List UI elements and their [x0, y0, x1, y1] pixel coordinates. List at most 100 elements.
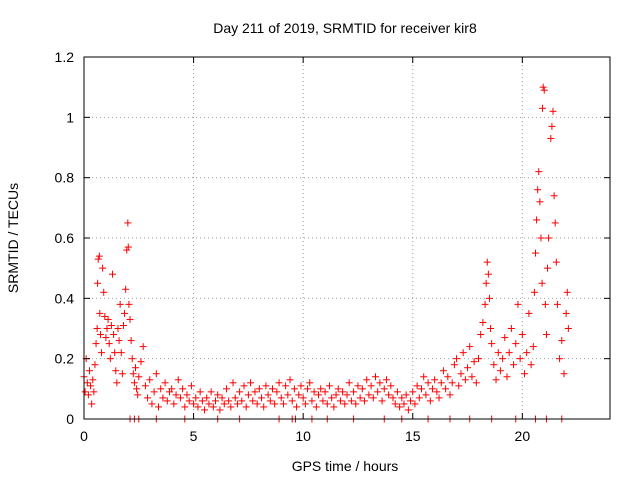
data-point — [126, 315, 134, 323]
data-point — [398, 394, 406, 402]
x-axis-label: GPS time / hours — [292, 458, 399, 474]
data-point — [356, 394, 364, 402]
data-point — [464, 364, 472, 372]
data-point — [453, 355, 461, 363]
data-point — [103, 325, 111, 332]
data-point — [275, 379, 283, 387]
data-point — [260, 403, 268, 411]
y-tick-label: 0.2 — [55, 351, 75, 367]
data-point — [105, 340, 113, 348]
data-point — [391, 400, 399, 408]
data-point — [547, 134, 555, 142]
data-point — [95, 252, 103, 260]
data-point — [187, 382, 195, 390]
data-point — [220, 400, 228, 408]
data-point — [549, 107, 557, 115]
data-point — [483, 258, 491, 266]
data-point — [124, 243, 132, 251]
data-point — [96, 309, 104, 317]
data-point — [295, 391, 303, 399]
data-point — [152, 370, 160, 378]
data-point — [194, 403, 202, 411]
data-point — [544, 264, 552, 272]
data-point — [90, 388, 98, 396]
data-point — [293, 403, 301, 411]
data-point — [93, 325, 101, 332]
data-point — [402, 391, 410, 399]
data-point — [490, 361, 498, 369]
data-point — [479, 318, 487, 326]
data-point — [207, 388, 215, 396]
data-point — [367, 382, 375, 390]
data-point — [439, 367, 447, 375]
data-point — [102, 334, 110, 342]
data-point — [328, 394, 336, 402]
data-point — [428, 385, 436, 393]
data-point — [347, 397, 355, 405]
data-point — [115, 337, 123, 345]
axis-ticks: 0 0.2 0.4 0.6 0.8 1 1.2 0 5 10 15 20 — [55, 49, 610, 444]
data-point — [113, 379, 121, 387]
y-tick-label: 1 — [66, 109, 74, 125]
data-point — [214, 391, 222, 399]
data-point — [201, 406, 209, 414]
data-point — [442, 385, 450, 393]
data-point — [114, 325, 122, 332]
data-point — [503, 373, 511, 381]
data-point — [96, 331, 104, 339]
data-point — [382, 376, 390, 384]
data-point — [450, 361, 458, 369]
data-point — [339, 388, 347, 396]
data-point — [231, 394, 239, 402]
data-point — [87, 382, 95, 390]
data-point — [539, 83, 547, 91]
data-point — [525, 309, 533, 317]
data-point — [334, 385, 342, 393]
data-point — [183, 391, 191, 399]
data-point — [516, 355, 524, 363]
data-point — [552, 258, 560, 266]
data-point — [510, 361, 518, 369]
data-point — [146, 376, 154, 384]
data-point — [185, 397, 193, 405]
data-point — [541, 300, 549, 308]
data-point — [111, 349, 119, 357]
data-point — [310, 388, 318, 396]
data-point — [297, 382, 305, 390]
data-point — [563, 288, 571, 296]
data-point — [271, 400, 279, 408]
data-point — [174, 376, 182, 384]
data-point — [233, 400, 241, 408]
data-point — [301, 400, 309, 408]
data-point — [157, 385, 165, 393]
data-point — [161, 379, 169, 387]
x-tick-label: 15 — [405, 428, 421, 444]
data-point — [477, 331, 485, 339]
data-point — [560, 370, 568, 378]
data-point — [484, 270, 492, 278]
data-point — [448, 379, 456, 387]
data-point — [315, 391, 323, 399]
data-point — [319, 397, 327, 405]
data-point — [457, 370, 465, 378]
data-point — [407, 397, 415, 405]
data-point — [190, 400, 198, 408]
data-point — [446, 391, 454, 399]
data-point — [550, 192, 558, 200]
data-point — [540, 86, 548, 94]
data-point — [253, 400, 261, 408]
data-point — [514, 300, 522, 308]
data-point — [240, 382, 248, 390]
data-point — [455, 382, 463, 390]
data-point — [137, 358, 145, 366]
data-point — [139, 343, 147, 351]
data-point — [413, 382, 421, 390]
data-point — [119, 321, 127, 329]
data-point — [492, 376, 500, 384]
data-point — [422, 391, 430, 399]
data-point — [562, 309, 570, 317]
data-point — [496, 367, 504, 375]
data-point — [551, 219, 559, 227]
x-tick-label: 20 — [515, 428, 531, 444]
data-point — [518, 331, 526, 339]
